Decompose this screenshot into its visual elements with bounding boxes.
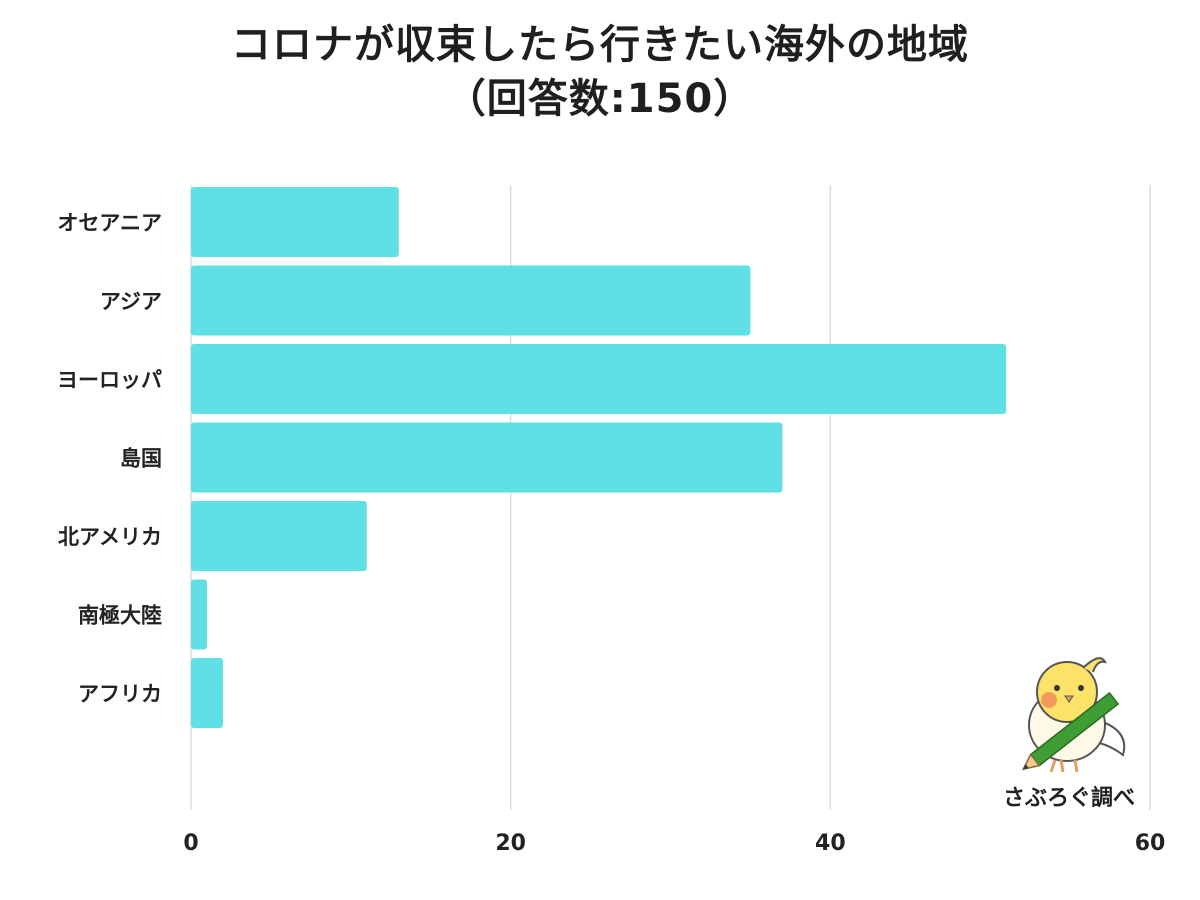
category-label: アフリカ: [78, 682, 162, 706]
x-tick-label: 40: [815, 831, 846, 856]
chart-title-line1: コロナが収束したら行きたい海外の地域: [231, 22, 969, 68]
chart-title-line2: （回答数:150）: [445, 76, 755, 122]
source-credit: さぶろぐ調べ: [1002, 786, 1135, 811]
bars: [191, 187, 1007, 728]
x-tick-label: 0: [183, 831, 198, 856]
x-tick-label: 20: [495, 831, 526, 856]
category-label: ヨーロッパ: [57, 368, 162, 392]
category-label: アジア: [100, 290, 162, 314]
bar: [191, 344, 1007, 414]
category-label: オセアニア: [57, 211, 162, 235]
chart-title: コロナが収束したら行きたい海外の地域 （回答数:150）: [0, 18, 1200, 126]
bird-mascot-icon: [1021, 657, 1126, 773]
bar: [191, 265, 751, 336]
bar: [191, 422, 783, 493]
x-tick-labels: 0 20 40 60: [183, 831, 1165, 856]
bar: [191, 658, 223, 728]
category-label: 北アメリカ: [58, 525, 162, 549]
x-tick-label: 60: [1135, 831, 1166, 856]
category-label: 南極大陸: [78, 604, 162, 628]
category-label: 島国: [120, 447, 162, 471]
bar: [191, 187, 399, 257]
bar: [191, 579, 207, 650]
bar: [191, 501, 367, 571]
